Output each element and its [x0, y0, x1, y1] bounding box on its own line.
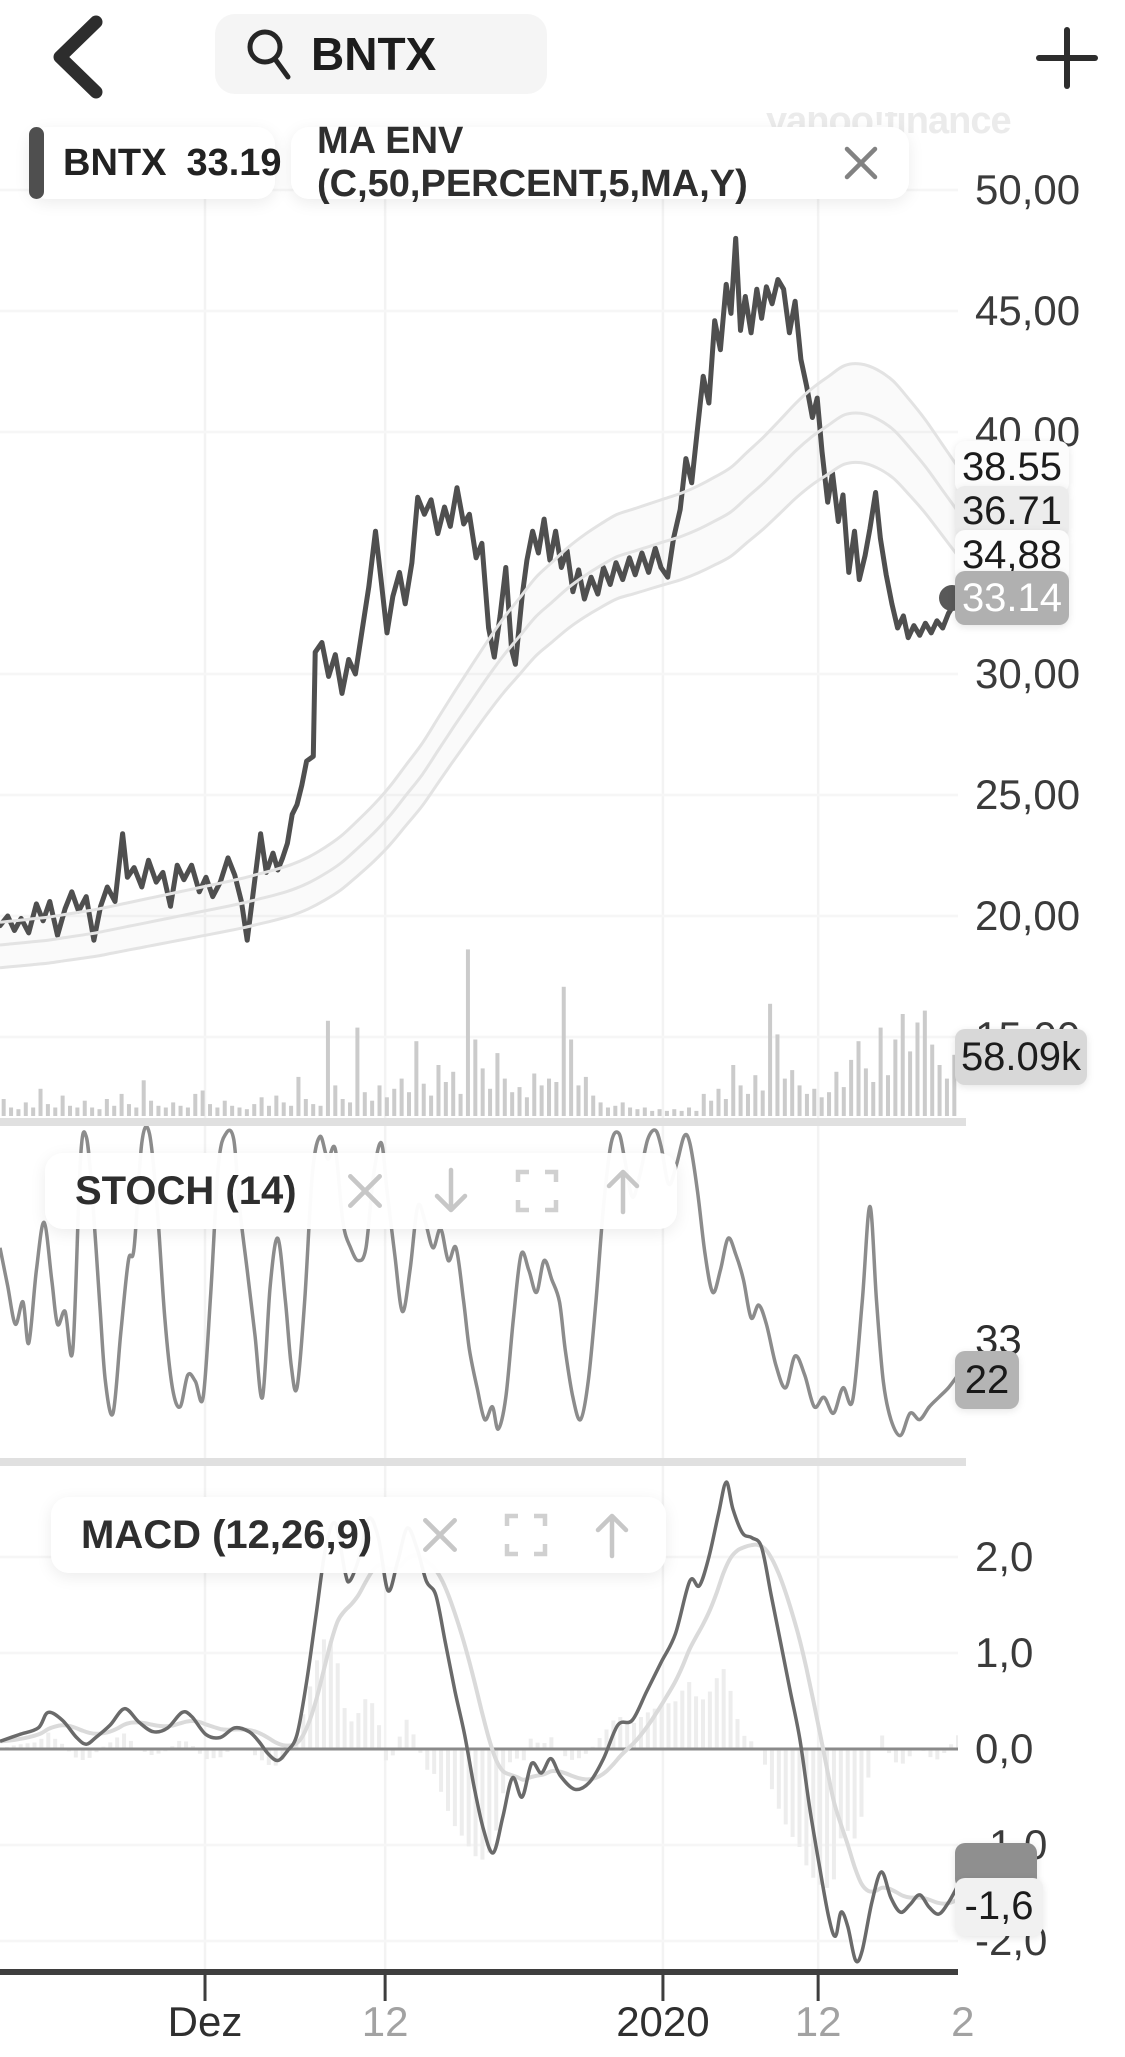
- legend-symbol: BNTX: [63, 141, 167, 184]
- symbol-search-field[interactable]: BNTX: [215, 14, 547, 94]
- close-icon: [423, 1518, 458, 1552]
- expand-icon: [515, 1169, 558, 1213]
- back-button[interactable]: [44, 12, 114, 102]
- macd-title: MACD (12,26,9): [81, 1512, 373, 1557]
- arrow-up-icon: [595, 1513, 629, 1559]
- x-axis-label-12: 12: [361, 1998, 409, 2045]
- last-price-badge: 33.14: [955, 571, 1069, 625]
- x-axis-label-dez: Dez: [167, 1998, 243, 2045]
- remove-stoch-button[interactable]: [341, 1167, 389, 1215]
- x-axis-label-12: 12: [794, 1998, 842, 2045]
- x-axis-label-2020: 2020: [616, 1998, 710, 2045]
- close-icon: [844, 146, 878, 180]
- price-tick-20: 20,00: [975, 892, 1081, 939]
- macd-tick-1: 1,0: [975, 1629, 1034, 1676]
- expand-icon: [504, 1513, 548, 1557]
- env-upper-badge: 38.55: [955, 441, 1069, 494]
- volume-badge: 58.09k: [955, 1029, 1087, 1085]
- macd-indicator-pill[interactable]: MACD (12,26,9): [51, 1497, 667, 1573]
- ma-envelope-label: MA ENV (C,50,PERCENT,5,MA,Y): [317, 120, 748, 205]
- price-tick-30: 30,00: [975, 650, 1081, 697]
- ma-envelope-indicator-pill[interactable]: MA ENV (C,50,PERCENT,5,MA,Y): [291, 120, 909, 205]
- close-icon: [347, 1174, 382, 1208]
- move-macd-up-button[interactable]: [588, 1511, 636, 1559]
- top-bar: BNTX: [0, 0, 1125, 112]
- arrow-down-icon: [434, 1167, 467, 1213]
- price-tick-45: 45,00: [975, 287, 1081, 334]
- price-legend-pill[interactable]: BNTX 33.19: [29, 127, 282, 199]
- remove-ma-envelope-button[interactable]: [839, 139, 883, 187]
- plus-icon: [1036, 27, 1098, 89]
- search-icon: [247, 29, 291, 80]
- chevron-left-icon: [53, 15, 103, 99]
- searched-symbol: BNTX: [311, 28, 437, 80]
- price-tick-50: 50,00: [975, 166, 1081, 213]
- env-mid-badge: 36.71: [955, 485, 1069, 538]
- legend-accent-bar: [29, 127, 44, 199]
- stoch-title: STOCH (14): [75, 1168, 297, 1213]
- remove-macd-button[interactable]: [416, 1511, 464, 1559]
- legend-price: 33.19: [186, 141, 282, 184]
- price-tick-25: 25,00: [975, 771, 1081, 818]
- macd-tick-0: 0,0: [975, 1725, 1034, 1772]
- macd-tick-2: 2,0: [975, 1533, 1034, 1580]
- stoch-current-badge: 22: [955, 1351, 1019, 1410]
- move-stoch-down-button[interactable]: [427, 1167, 475, 1215]
- expand-stoch-button[interactable]: [513, 1167, 561, 1215]
- stoch-indicator-pill[interactable]: STOCH (14): [45, 1153, 677, 1229]
- arrow-up-icon: [606, 1169, 639, 1215]
- x-axis-label-2: 2: [951, 1998, 973, 2045]
- expand-macd-button[interactable]: [502, 1511, 550, 1559]
- add-button[interactable]: [1022, 13, 1112, 103]
- macd-signal-badge: -1,6: [955, 1877, 1043, 1936]
- move-stoch-up-button[interactable]: [599, 1167, 647, 1215]
